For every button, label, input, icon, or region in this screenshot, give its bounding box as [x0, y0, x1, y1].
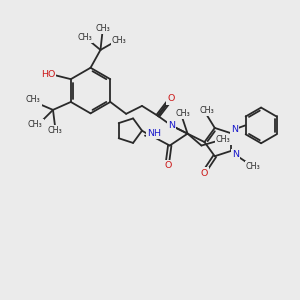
Text: CH₃: CH₃ [48, 126, 62, 135]
Text: N: N [232, 150, 239, 159]
Text: CH₃: CH₃ [28, 120, 43, 129]
Text: CH₃: CH₃ [175, 109, 190, 118]
Text: N: N [168, 121, 175, 130]
Text: O: O [167, 94, 174, 103]
Text: O: O [164, 161, 171, 170]
Text: CH₃: CH₃ [200, 106, 214, 115]
Text: CH₃: CH₃ [77, 33, 92, 42]
Text: CH₃: CH₃ [95, 24, 110, 33]
Text: CH₃: CH₃ [216, 135, 231, 144]
Text: CH₃: CH₃ [26, 95, 40, 104]
Text: CH₃: CH₃ [246, 162, 260, 171]
Text: N: N [231, 125, 238, 134]
Text: HO: HO [41, 70, 55, 79]
Text: CH₃: CH₃ [112, 35, 127, 44]
Text: NH: NH [147, 129, 161, 138]
Text: O: O [200, 169, 208, 178]
